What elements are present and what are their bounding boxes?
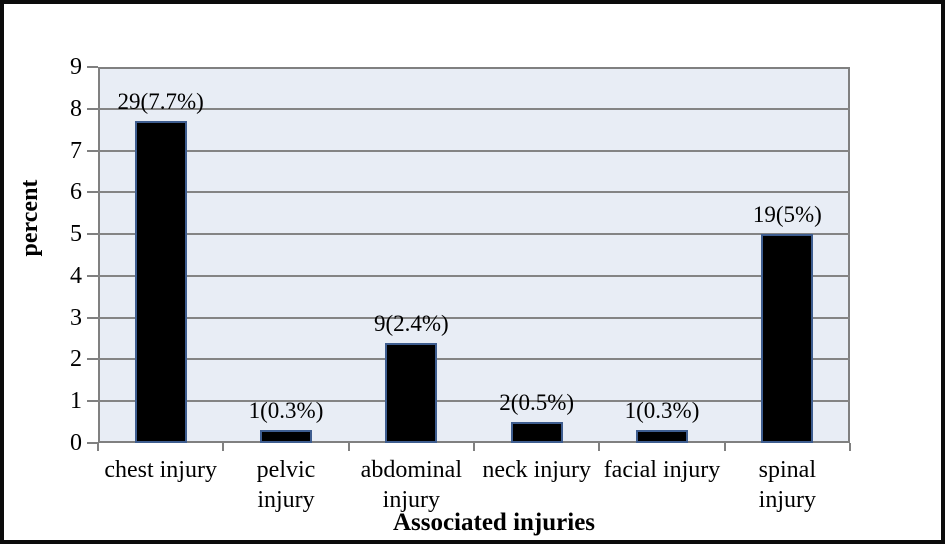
x-category-label: neck injury <box>452 455 622 485</box>
x-axis-tick <box>849 443 851 451</box>
bar-value-label: 29(7.7%) <box>117 89 204 115</box>
x-category-label-line: chest injury <box>104 457 217 483</box>
y-tick-label: 3 <box>70 304 82 331</box>
x-category-label: abdominal injury <box>326 455 496 515</box>
x-category-label-line: abdominal <box>360 457 462 483</box>
bar <box>636 430 688 443</box>
plot-area <box>98 67 850 443</box>
x-category-label: spinal injury <box>702 455 872 515</box>
y-tick-label: 6 <box>70 179 82 206</box>
y-tick-label: 1 <box>70 388 82 415</box>
x-category-label: pelvic injury <box>201 455 371 515</box>
y-axis-tick <box>87 233 98 236</box>
y-axis-tick <box>87 149 98 152</box>
y-axis-tick <box>87 66 98 68</box>
gridline <box>98 358 850 361</box>
x-category-label-line: injury <box>382 487 440 513</box>
y-tick-label: 4 <box>70 262 82 289</box>
y-tick-label: 0 <box>70 430 82 456</box>
x-axis-tick <box>97 443 99 451</box>
bar <box>134 121 187 443</box>
bar-value-label: 1(0.3%) <box>248 398 324 424</box>
x-category-label-line: injury <box>758 487 816 513</box>
y-tick-label: 7 <box>70 137 82 164</box>
x-axis-tick <box>723 443 726 451</box>
x-axis-title: Associated injuries <box>392 509 596 536</box>
gridline <box>98 191 850 194</box>
x-category-label-line: pelvic <box>256 457 316 483</box>
x-axis-tick <box>347 443 350 451</box>
bar-value-label: 19(5%) <box>752 202 822 228</box>
gridline <box>98 107 850 110</box>
bar <box>260 430 312 443</box>
x-category-label-line: facial injury <box>603 457 721 483</box>
x-category-label-line: injury <box>257 487 315 513</box>
y-axis-tick <box>87 191 98 194</box>
x-category-label: chest injury <box>76 455 246 485</box>
y-axis-title: percent <box>17 179 43 257</box>
y-tick-label: 2 <box>70 346 82 373</box>
y-tick-label: 8 <box>70 95 82 122</box>
x-category-label-line: neck injury <box>482 457 591 483</box>
x-category-label-line: spinal <box>758 457 816 483</box>
y-tick-label: 9 <box>70 54 82 80</box>
y-axis-tick <box>87 442 98 444</box>
x-axis-tick <box>598 443 601 451</box>
x-category-label: facial injury <box>577 455 747 485</box>
x-axis-tick <box>222 443 225 451</box>
bar <box>385 342 438 443</box>
y-axis-tick <box>87 316 98 319</box>
y-axis-tick <box>87 274 98 277</box>
y-axis-tick <box>87 107 98 110</box>
bar-value-label: 1(0.3%) <box>624 398 700 424</box>
y-axis-tick <box>87 400 98 403</box>
gridline <box>98 149 850 152</box>
gridline <box>98 233 850 236</box>
y-tick-label: 5 <box>70 221 82 248</box>
gridline <box>98 316 850 319</box>
x-axis-tick <box>473 443 475 451</box>
bar-value-label: 2(0.5%) <box>499 390 575 416</box>
gridline <box>98 274 850 277</box>
bar-value-label: 9(2.4%) <box>373 310 449 336</box>
gridline <box>98 400 850 403</box>
bar <box>510 422 563 443</box>
y-axis-tick <box>87 358 98 361</box>
bar <box>761 234 814 443</box>
